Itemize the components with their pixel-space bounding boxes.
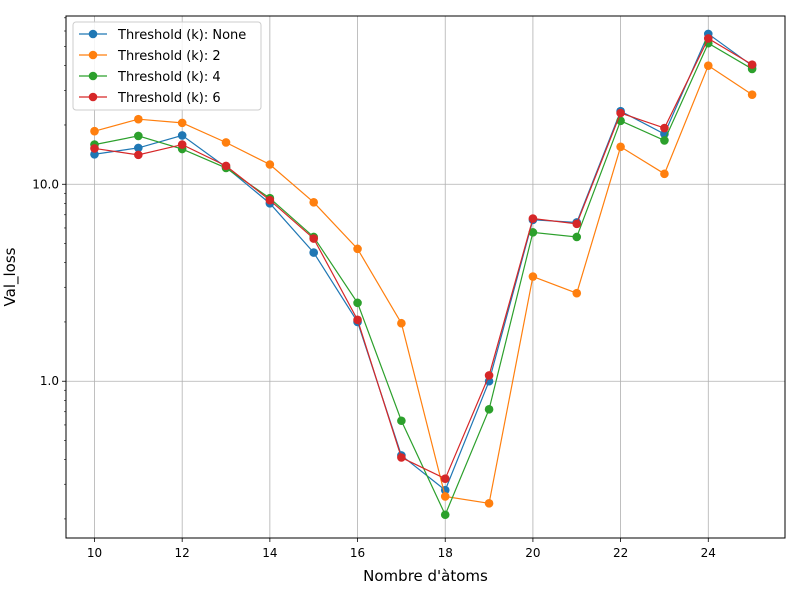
data-point bbox=[703, 34, 713, 43]
data-point bbox=[397, 318, 406, 328]
data-point bbox=[660, 169, 669, 179]
legend-item: Threshold (k): 6 bbox=[79, 91, 221, 106]
series-4 bbox=[90, 34, 757, 484]
data-point bbox=[484, 371, 494, 380]
data-point bbox=[440, 510, 450, 520]
legend-item: Threshold (k): None bbox=[79, 28, 246, 43]
legend-frame bbox=[72, 21, 262, 111]
data-point bbox=[353, 298, 362, 308]
data-point bbox=[484, 499, 494, 508]
data-point bbox=[134, 114, 143, 124]
series-line bbox=[94, 37, 753, 480]
x-tick-label: 12 bbox=[175, 546, 190, 560]
data-point bbox=[309, 248, 319, 257]
data-point bbox=[528, 228, 538, 237]
data-point bbox=[90, 126, 99, 136]
legend-label: Threshold (k): 2 bbox=[117, 49, 221, 64]
data-point bbox=[703, 61, 713, 70]
x-tick-label: 18 bbox=[438, 546, 453, 560]
x-tick-label: 10 bbox=[87, 546, 102, 560]
data-point bbox=[177, 118, 187, 128]
data-point bbox=[134, 131, 143, 141]
data-point bbox=[616, 142, 625, 152]
y-axis-title: Val_loss bbox=[1, 247, 20, 306]
series-2 bbox=[90, 61, 757, 508]
data-point bbox=[747, 90, 757, 99]
data-point bbox=[265, 160, 275, 169]
data-point bbox=[221, 161, 231, 171]
x-axis-title: Nombre d'àtoms bbox=[363, 567, 488, 585]
legend-marker bbox=[88, 50, 98, 60]
data-point bbox=[572, 288, 582, 298]
data-point bbox=[90, 144, 99, 153]
data-point bbox=[572, 219, 582, 229]
data-point bbox=[484, 405, 494, 414]
series-3 bbox=[90, 38, 757, 520]
data-point bbox=[660, 123, 669, 133]
grid bbox=[66, 16, 785, 538]
data-point bbox=[353, 244, 362, 254]
x-tick-label: 14 bbox=[262, 546, 277, 560]
x-tick-label: 20 bbox=[525, 546, 540, 560]
data-point bbox=[221, 138, 231, 147]
data-point bbox=[572, 232, 582, 242]
legend-marker bbox=[88, 92, 98, 102]
x-tick-label: 22 bbox=[613, 546, 628, 560]
data-point bbox=[397, 416, 406, 426]
data-point bbox=[528, 272, 538, 281]
data-point bbox=[660, 136, 669, 145]
series-line bbox=[94, 64, 753, 505]
x-tick-label: 16 bbox=[350, 546, 365, 560]
axis-ticks: 10 12 14 16 18 20 22 24 1.0 10.0 bbox=[32, 17, 716, 560]
data-point bbox=[397, 453, 406, 462]
x-tick-label: 24 bbox=[701, 546, 716, 560]
y-tick-label: 1.0 bbox=[40, 374, 59, 388]
data-point bbox=[134, 150, 143, 160]
legend-item: Threshold (k): 4 bbox=[79, 70, 221, 85]
legend-item: Threshold (k): 2 bbox=[79, 49, 221, 64]
data-point bbox=[177, 140, 187, 149]
plot-frame bbox=[65, 15, 786, 539]
legend-label: Threshold (k): 6 bbox=[117, 91, 221, 106]
data-point bbox=[440, 474, 450, 484]
data-point bbox=[309, 234, 319, 243]
data-point bbox=[177, 131, 187, 140]
data-point bbox=[616, 108, 625, 118]
data-point bbox=[265, 195, 275, 205]
legend-marker bbox=[88, 71, 98, 81]
data-point bbox=[353, 315, 362, 325]
data-point bbox=[309, 197, 319, 207]
legend: Threshold (k): None Threshold (k): 2 Thres… bbox=[72, 21, 262, 111]
legend-label: Threshold (k): None bbox=[117, 28, 246, 43]
data-point bbox=[134, 143, 143, 153]
data-point bbox=[440, 492, 450, 501]
data-point bbox=[528, 214, 538, 223]
series-line bbox=[94, 32, 753, 492]
legend-marker bbox=[88, 29, 98, 39]
legend-label: Threshold (k): 4 bbox=[117, 70, 221, 85]
series-layer bbox=[90, 29, 757, 520]
data-point bbox=[747, 60, 757, 69]
y-tick-label: 10.0 bbox=[32, 177, 59, 191]
